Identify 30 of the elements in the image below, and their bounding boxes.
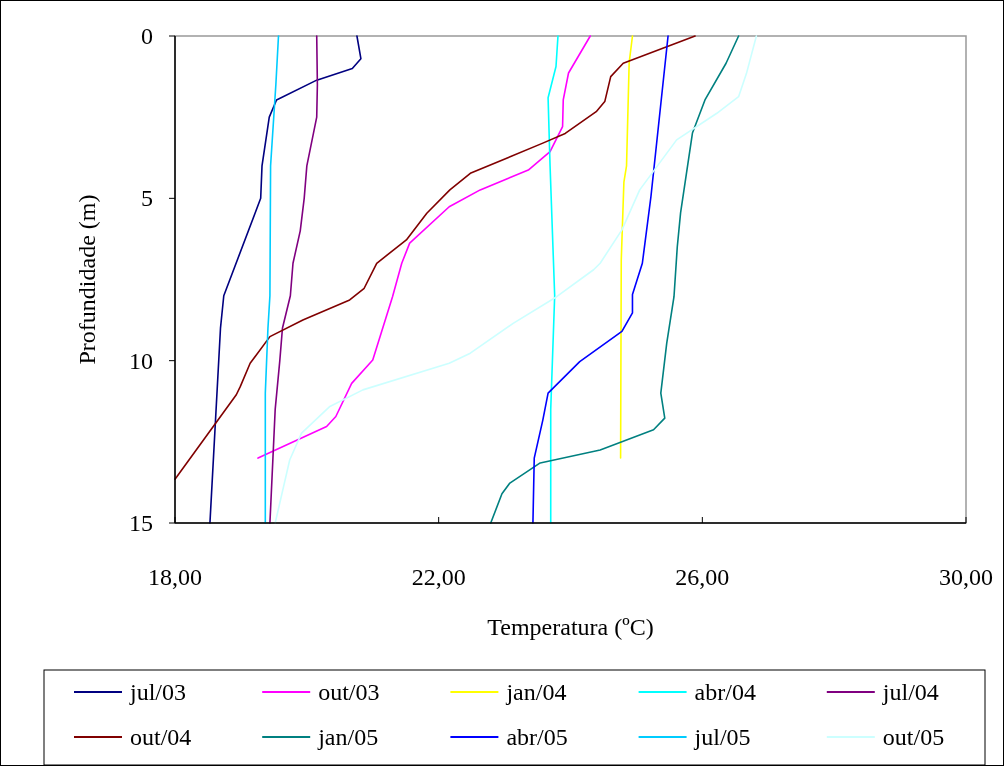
line-series — [532, 35, 669, 524]
line-series — [209, 35, 362, 524]
legend-label: jan/04 — [505, 679, 567, 705]
y-tick-label: 15 — [129, 510, 153, 536]
legend-label: jan/05 — [317, 724, 379, 750]
line-series — [547, 35, 559, 524]
legend-label: jul/03 — [129, 679, 187, 705]
line-series — [174, 35, 696, 480]
x-tick-label: 22,00 — [411, 564, 466, 590]
y-tick-label: 5 — [141, 185, 153, 212]
legend-label: out/04 — [130, 724, 192, 750]
line-series — [257, 35, 592, 459]
line-series — [269, 35, 319, 524]
y-axis-title: Profundidade (m) — [74, 194, 100, 365]
x-tick-label: 30,00 — [939, 564, 993, 590]
line-series — [274, 35, 758, 524]
y-tick-label: 10 — [129, 347, 153, 374]
line-series — [264, 35, 280, 524]
x-tick-label: 26,00 — [675, 564, 730, 590]
x-axis-title: Temperatura (ºC) — [487, 614, 654, 640]
legend-label: out/03 — [318, 679, 380, 705]
legend-label: out/05 — [882, 724, 945, 750]
legend-label: abr/04 — [694, 679, 756, 705]
line-series — [619, 35, 634, 459]
y-tick-label: 0 — [141, 23, 153, 49]
legend-label: jul/05 — [693, 724, 751, 750]
line-series — [489, 35, 740, 524]
legend-label: jul/04 — [881, 679, 939, 705]
x-tick-label: 18,00 — [148, 564, 202, 590]
legend-label: abr/05 — [506, 724, 568, 750]
